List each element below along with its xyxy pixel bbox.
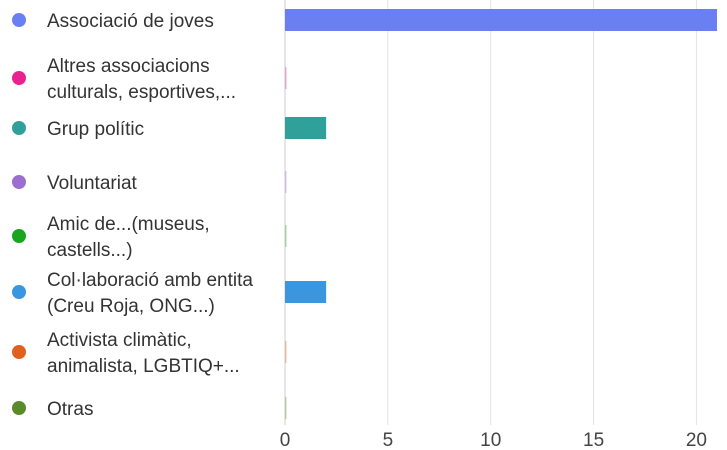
bar-4 xyxy=(285,225,287,247)
bar-3 xyxy=(285,171,287,193)
legend-marker xyxy=(12,345,26,359)
bar-0 xyxy=(285,9,717,31)
legend-label: Associació de joves xyxy=(47,11,214,32)
bar-5 xyxy=(285,281,327,303)
x-tick-label: 10 xyxy=(480,430,501,450)
legend-marker xyxy=(12,121,26,135)
legend-label: Col·laboració amb entita (Creu Roja, ONG.… xyxy=(47,270,253,317)
x-tick-label: 5 xyxy=(383,430,394,450)
legend-label-line: animalista, LGBTIQ+... xyxy=(47,356,240,377)
legend-label: Activista climàtic, animalista, LGBTIQ+..… xyxy=(47,330,240,377)
x-tick-label: 0 xyxy=(280,430,291,450)
legend: Associació de joves Altres associacions cu… xyxy=(12,11,253,420)
legend-label: Grup polític xyxy=(47,119,144,140)
legend-marker xyxy=(12,401,26,415)
bar-2 xyxy=(285,117,327,139)
legend-marker xyxy=(12,71,26,85)
legend-label-line: culturals, esportives,... xyxy=(47,82,236,103)
x-tick-label: 15 xyxy=(583,430,604,450)
bar-6 xyxy=(285,341,287,363)
legend-label-line: Associació de joves xyxy=(47,11,214,32)
legend-label-line: Voluntariat xyxy=(47,173,138,194)
legend-label: Altres associacions culturals, esportives… xyxy=(47,56,236,103)
legend-label-line: Activista climàtic, xyxy=(47,330,192,351)
legend-label-line: Amic de...(museus, xyxy=(47,214,210,235)
bars xyxy=(285,9,717,419)
legend-marker xyxy=(12,229,26,243)
legend-label: Otras xyxy=(47,399,93,420)
legend-marker xyxy=(12,13,26,27)
x-axis: 0 5 10 15 20 xyxy=(280,430,707,450)
legend-label-line: castells...) xyxy=(47,240,133,261)
legend-label-line: Col·laboració amb entita xyxy=(47,270,253,291)
legend-label: Voluntariat xyxy=(47,173,138,194)
bar-7 xyxy=(285,397,287,419)
legend-marker xyxy=(12,285,26,299)
legend-label-line: (Creu Roja, ONG...) xyxy=(47,296,215,317)
legend-label-line: Altres associacions xyxy=(47,56,210,77)
grid-lines xyxy=(284,0,697,425)
x-tick-label: 20 xyxy=(686,430,707,450)
legend-label-line: Grup polític xyxy=(47,119,144,140)
legend-label: Amic de...(museus, castells...) xyxy=(47,214,210,261)
legend-label-line: Otras xyxy=(47,399,93,420)
bar-1 xyxy=(285,67,287,89)
legend-marker xyxy=(12,175,26,189)
